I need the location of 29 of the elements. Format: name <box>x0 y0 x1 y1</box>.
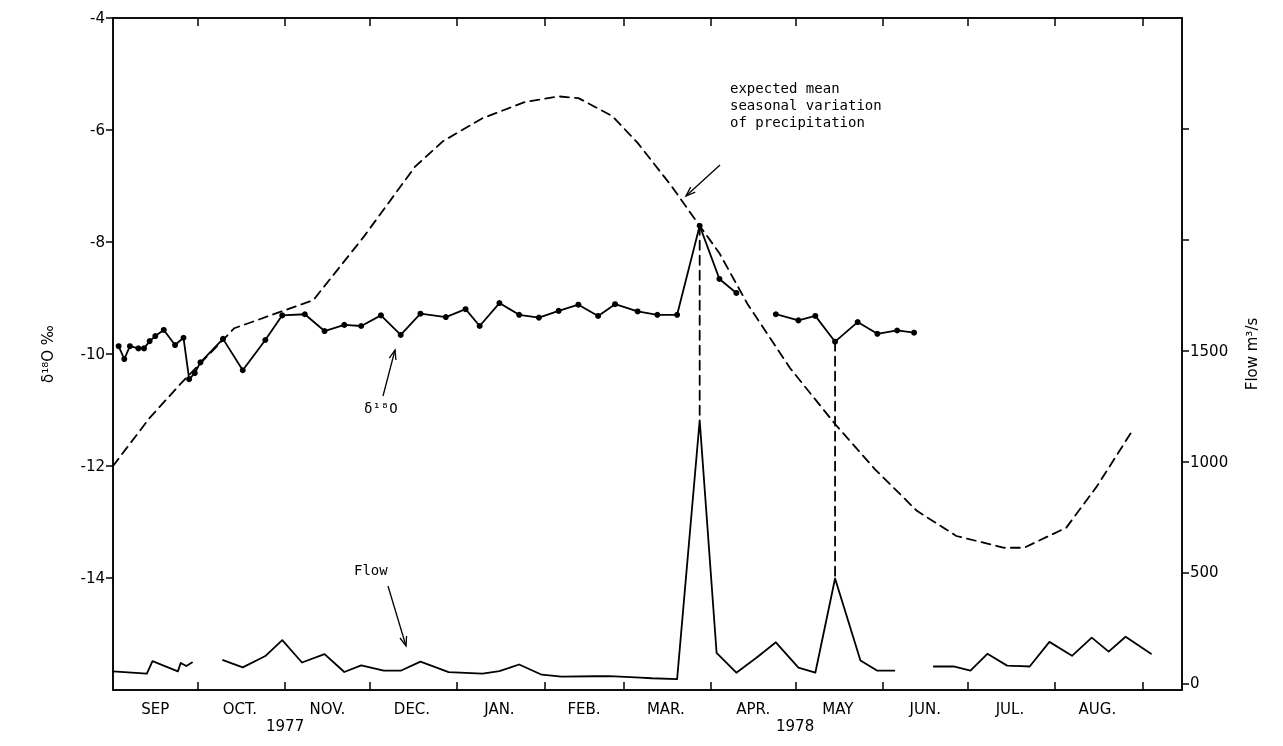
x-tick-label: MAR. <box>646 700 685 718</box>
x-tick-label: AUG. <box>1078 700 1117 718</box>
y-tick-label: -4 <box>90 9 105 27</box>
y-tick-label: -8 <box>90 233 105 251</box>
y2-tick-label: 0 <box>1190 674 1200 693</box>
y2-tick-label: 1000 <box>1190 452 1229 471</box>
y-tick-label: -6 <box>90 121 105 139</box>
y-tick-label: -14 <box>80 569 105 587</box>
x-tick-label: MAY <box>822 700 855 718</box>
annotation: expected mean seasonal variation of precipitation <box>730 80 883 131</box>
x-tick-label: DEC. <box>393 700 431 718</box>
x-tick-label: NOV. <box>309 700 346 718</box>
y-tick-label: -12 <box>80 457 105 475</box>
x-tick-label: JAN. <box>483 700 515 718</box>
x-tick-label: APR. <box>736 700 771 718</box>
text: 1977 <box>266 717 305 735</box>
annotation: δ¹⁸O <box>364 400 399 417</box>
annotation: Flow <box>354 562 389 579</box>
y2-tick-label: 1500 <box>1190 341 1229 360</box>
y-axis-title: δ¹⁸O ‰ <box>38 325 57 383</box>
x-tick-label: FEB. <box>567 700 601 718</box>
y2-tick-label: 500 <box>1190 563 1219 582</box>
x-tick-label: JUL. <box>994 700 1025 718</box>
y2-axis-title: Flow m³/s <box>1242 317 1261 391</box>
x-tick-label: SEP <box>141 700 170 718</box>
text: 1978 <box>776 717 815 735</box>
x-tick-label: OCT. <box>222 700 258 718</box>
y-tick-label: -10 <box>80 345 105 363</box>
x-tick-label: JUN. <box>908 700 942 718</box>
